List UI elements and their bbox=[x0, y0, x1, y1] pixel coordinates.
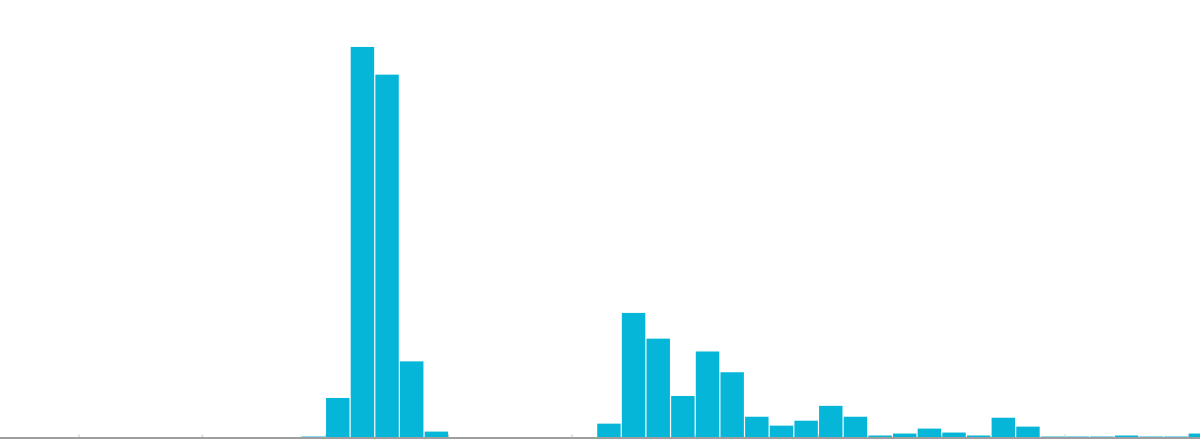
histogram-bar bbox=[375, 74, 399, 438]
histogram-bar bbox=[671, 395, 695, 438]
histogram-bar bbox=[942, 432, 966, 438]
histogram-bar bbox=[720, 372, 744, 438]
histogram-bar bbox=[843, 416, 868, 438]
histogram-bar bbox=[917, 428, 942, 438]
histogram-bar bbox=[350, 46, 375, 438]
histogram-bar bbox=[1016, 426, 1040, 438]
histogram-bar bbox=[819, 405, 843, 438]
bar-series bbox=[301, 46, 1200, 438]
histogram-bar bbox=[621, 312, 646, 438]
histogram-bar bbox=[794, 420, 818, 438]
histogram-bar bbox=[695, 351, 720, 438]
histogram-bar bbox=[769, 425, 794, 438]
histogram-bar bbox=[991, 417, 1016, 438]
histogram-bar bbox=[1114, 435, 1139, 438]
histogram-bar bbox=[400, 361, 424, 438]
histogram-bar bbox=[1188, 433, 1200, 438]
histogram-bar bbox=[424, 431, 449, 438]
histogram-bar bbox=[597, 423, 621, 438]
histogram-bar bbox=[646, 338, 670, 438]
histogram-bar bbox=[966, 435, 991, 438]
histogram-bar bbox=[745, 416, 769, 438]
histogram-bar bbox=[893, 433, 917, 438]
histogram-bar bbox=[868, 435, 892, 438]
histogram-bar bbox=[326, 397, 350, 438]
